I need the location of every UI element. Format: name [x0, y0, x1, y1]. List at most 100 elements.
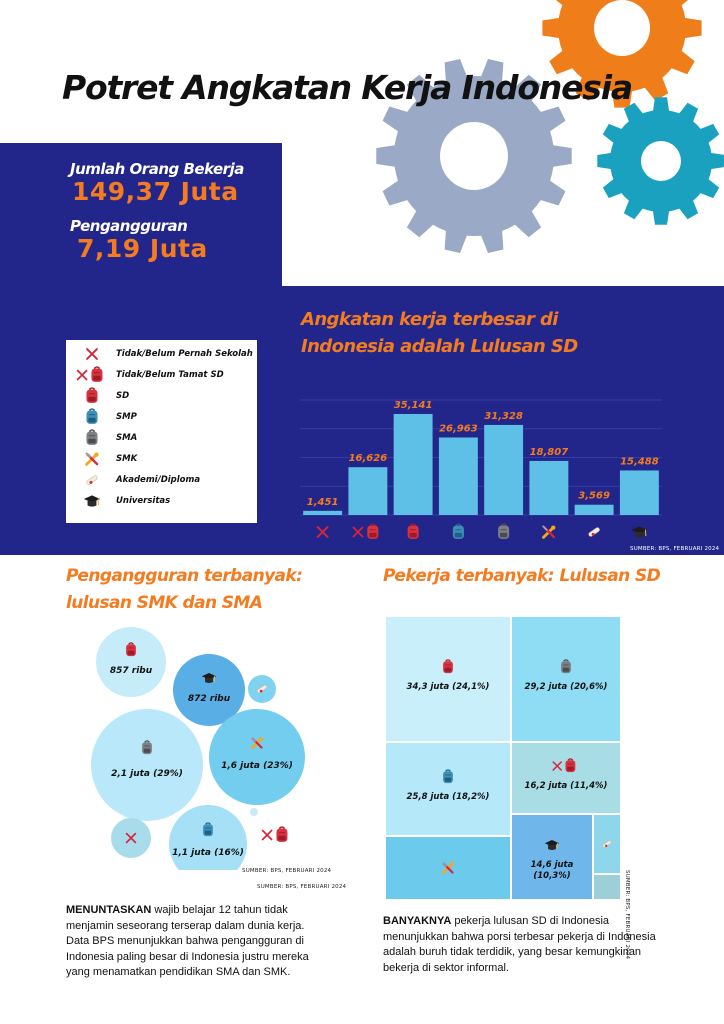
- unemployment-body: wajib belajar 12 tahun tidak menjamin se…: [66, 904, 309, 978]
- legend-item: SMP: [74, 408, 137, 426]
- bubble-label: 857 ribu: [110, 666, 153, 676]
- treemap-label: 14,6 juta: [531, 860, 574, 870]
- bubble-circle: [173, 654, 245, 726]
- backpack-grey-icon: [142, 740, 152, 755]
- workers-body: pekerja lulusan SD di Indonesia menunjuk…: [383, 915, 656, 974]
- unemployed-label: Pengangguran: [70, 217, 188, 235]
- treemap-tile: [594, 875, 620, 899]
- treemap-tile: [594, 815, 620, 873]
- graduation-cap-icon: [544, 839, 560, 851]
- legend-item: Universitas: [74, 492, 170, 510]
- tools-icon: [250, 737, 263, 750]
- grey-gear-icon: [376, 59, 572, 253]
- graduation-cap-icon: [201, 672, 217, 684]
- bar: [484, 424, 524, 515]
- backpack-blue-icon: [452, 523, 464, 539]
- bar-chart: 1,451 16,626 35,141 26,963 31,328 18,807 3,569…: [300, 399, 662, 539]
- graduation-cap-icon: [631, 526, 648, 538]
- backpack-red-icon: [126, 642, 136, 657]
- bubble-circle: [209, 709, 305, 805]
- legend-item: Tidak/Belum Tamat SD: [74, 366, 224, 384]
- tools-icon: [74, 450, 110, 468]
- bar-value-label: 15,488: [620, 456, 659, 467]
- unemployed-value: 7,19 Juta: [77, 234, 208, 263]
- legend-item: Akademi/Diploma: [74, 471, 200, 489]
- treemap-label: 25,8 juta (18,2%): [407, 792, 490, 802]
- legend-label: Tidak/Belum Pernah Sekolah: [116, 349, 253, 359]
- backpack-blue-icon: [443, 769, 453, 784]
- legend-item: Tidak/Belum Pernah Sekolah: [74, 345, 253, 363]
- gears-illustration: [376, 0, 724, 253]
- backpack-grey-icon: [498, 523, 510, 539]
- legend-label: SMP: [116, 412, 137, 422]
- backpack-grey-icon: [74, 429, 110, 447]
- bubble-circle: [91, 709, 203, 821]
- bubble: 1,1 juta (16%): [169, 805, 247, 870]
- bar-value-label: 1,451: [307, 497, 339, 508]
- cross-backpack-icon: [74, 366, 110, 384]
- tools-icon: [441, 862, 454, 875]
- backpack-grey-icon: [561, 659, 571, 674]
- bubble-circle: [169, 805, 247, 870]
- treemap-title: Pekerja terbanyak: Lulusan SD: [383, 566, 661, 586]
- bubble-chart-source-repeat: SUMBER: BPS, FEBRUARI 2024: [257, 884, 347, 890]
- graduation-cap-icon: [74, 492, 110, 510]
- orange-gear-icon: [542, 0, 702, 108]
- bar: [438, 437, 478, 515]
- legend-label: SD: [116, 391, 130, 401]
- bar-value-label: 26,963: [439, 423, 478, 434]
- bubble: 1,6 juta (23%): [209, 709, 305, 805]
- backpack-red-icon: [407, 523, 419, 539]
- cross-backpack-icon: [352, 523, 379, 539]
- treemap-rect: [594, 875, 620, 899]
- workers-paragraph: BANYAKNYA pekerja lulusan SD di Indonesi…: [383, 914, 673, 976]
- cross-icon: [125, 832, 137, 844]
- backpack-red-icon: [74, 387, 110, 405]
- tools-icon: [542, 525, 556, 539]
- page-title: Potret Angkatan Kerja Indonesia: [62, 68, 633, 107]
- treemap-rect: [512, 617, 620, 741]
- treemap-label: 16,2 juta (11,4%): [525, 781, 608, 791]
- backpack-blue-icon: [203, 822, 213, 837]
- bar-value-label: 35,141: [394, 400, 433, 411]
- bubble-label: 1,6 juta (23%): [221, 761, 293, 771]
- bar-value-label: 3,569: [578, 491, 610, 502]
- legend-label: Universitas: [116, 496, 171, 506]
- cross-backpack-icon: [552, 758, 576, 773]
- workers-lead: BANYAKNYA: [383, 915, 452, 927]
- bar-chart-legend: Tidak/Belum Pernah Sekolah Tidak/Belum T…: [66, 340, 257, 523]
- treemap-label: 29,2 juta (20,6%): [525, 682, 608, 692]
- cross-icon: [316, 526, 329, 538]
- bar-value-label: 31,328: [484, 411, 523, 422]
- backpack-blue-icon: [74, 408, 110, 426]
- diploma-icon: [588, 527, 600, 537]
- treemap-tile: 29,2 juta (20,6%): [512, 617, 620, 741]
- bubble: [261, 826, 288, 842]
- treemap-label: 34,3 juta (24,1%): [407, 682, 490, 692]
- bar: [574, 504, 614, 515]
- bubble-chart-title-line-1: Pengangguran terbanyak:: [66, 566, 303, 586]
- treemap-rect: [512, 815, 592, 899]
- unemployment-paragraph: MENUNTASKAN wajib belajar 12 tahun tidak…: [66, 903, 326, 981]
- bubble-chart: 857 ribu 872 ribu 2,1 juta (29%) 1,6 juta (…: [91, 627, 305, 870]
- bubble: 2,1 juta (29%): [91, 709, 203, 821]
- unemployment-lead: MENUNTASKAN: [66, 904, 152, 916]
- bubble: [248, 675, 276, 703]
- bubble-label: 2,1 juta (29%): [111, 769, 183, 779]
- bar: [529, 460, 569, 515]
- bar-value-label: 16,626: [349, 453, 388, 464]
- legend-item: SMA: [74, 429, 137, 447]
- legend-label: SMA: [116, 433, 138, 443]
- legend-label: Tidak/Belum Tamat SD: [116, 370, 224, 380]
- teal-gear-icon: [597, 97, 724, 225]
- bubble: 872 ribu: [173, 654, 245, 726]
- bubble: 857 ribu: [96, 627, 166, 697]
- diploma-icon: [256, 684, 268, 694]
- employed-label: Jumlah Orang Bekerja: [70, 160, 244, 178]
- bar-value-label: 18,807: [530, 447, 569, 458]
- bubble-label: 872 ribu: [188, 694, 231, 704]
- legend-label: Akademi/Diploma: [116, 475, 201, 485]
- treemap-tile: 25,8 juta (18,2%): [386, 743, 510, 835]
- bar-chart-source: SUMBER: BPS, FEBRUARI 2024: [630, 546, 720, 552]
- bubble-label: 1,1 juta (16%): [172, 848, 244, 858]
